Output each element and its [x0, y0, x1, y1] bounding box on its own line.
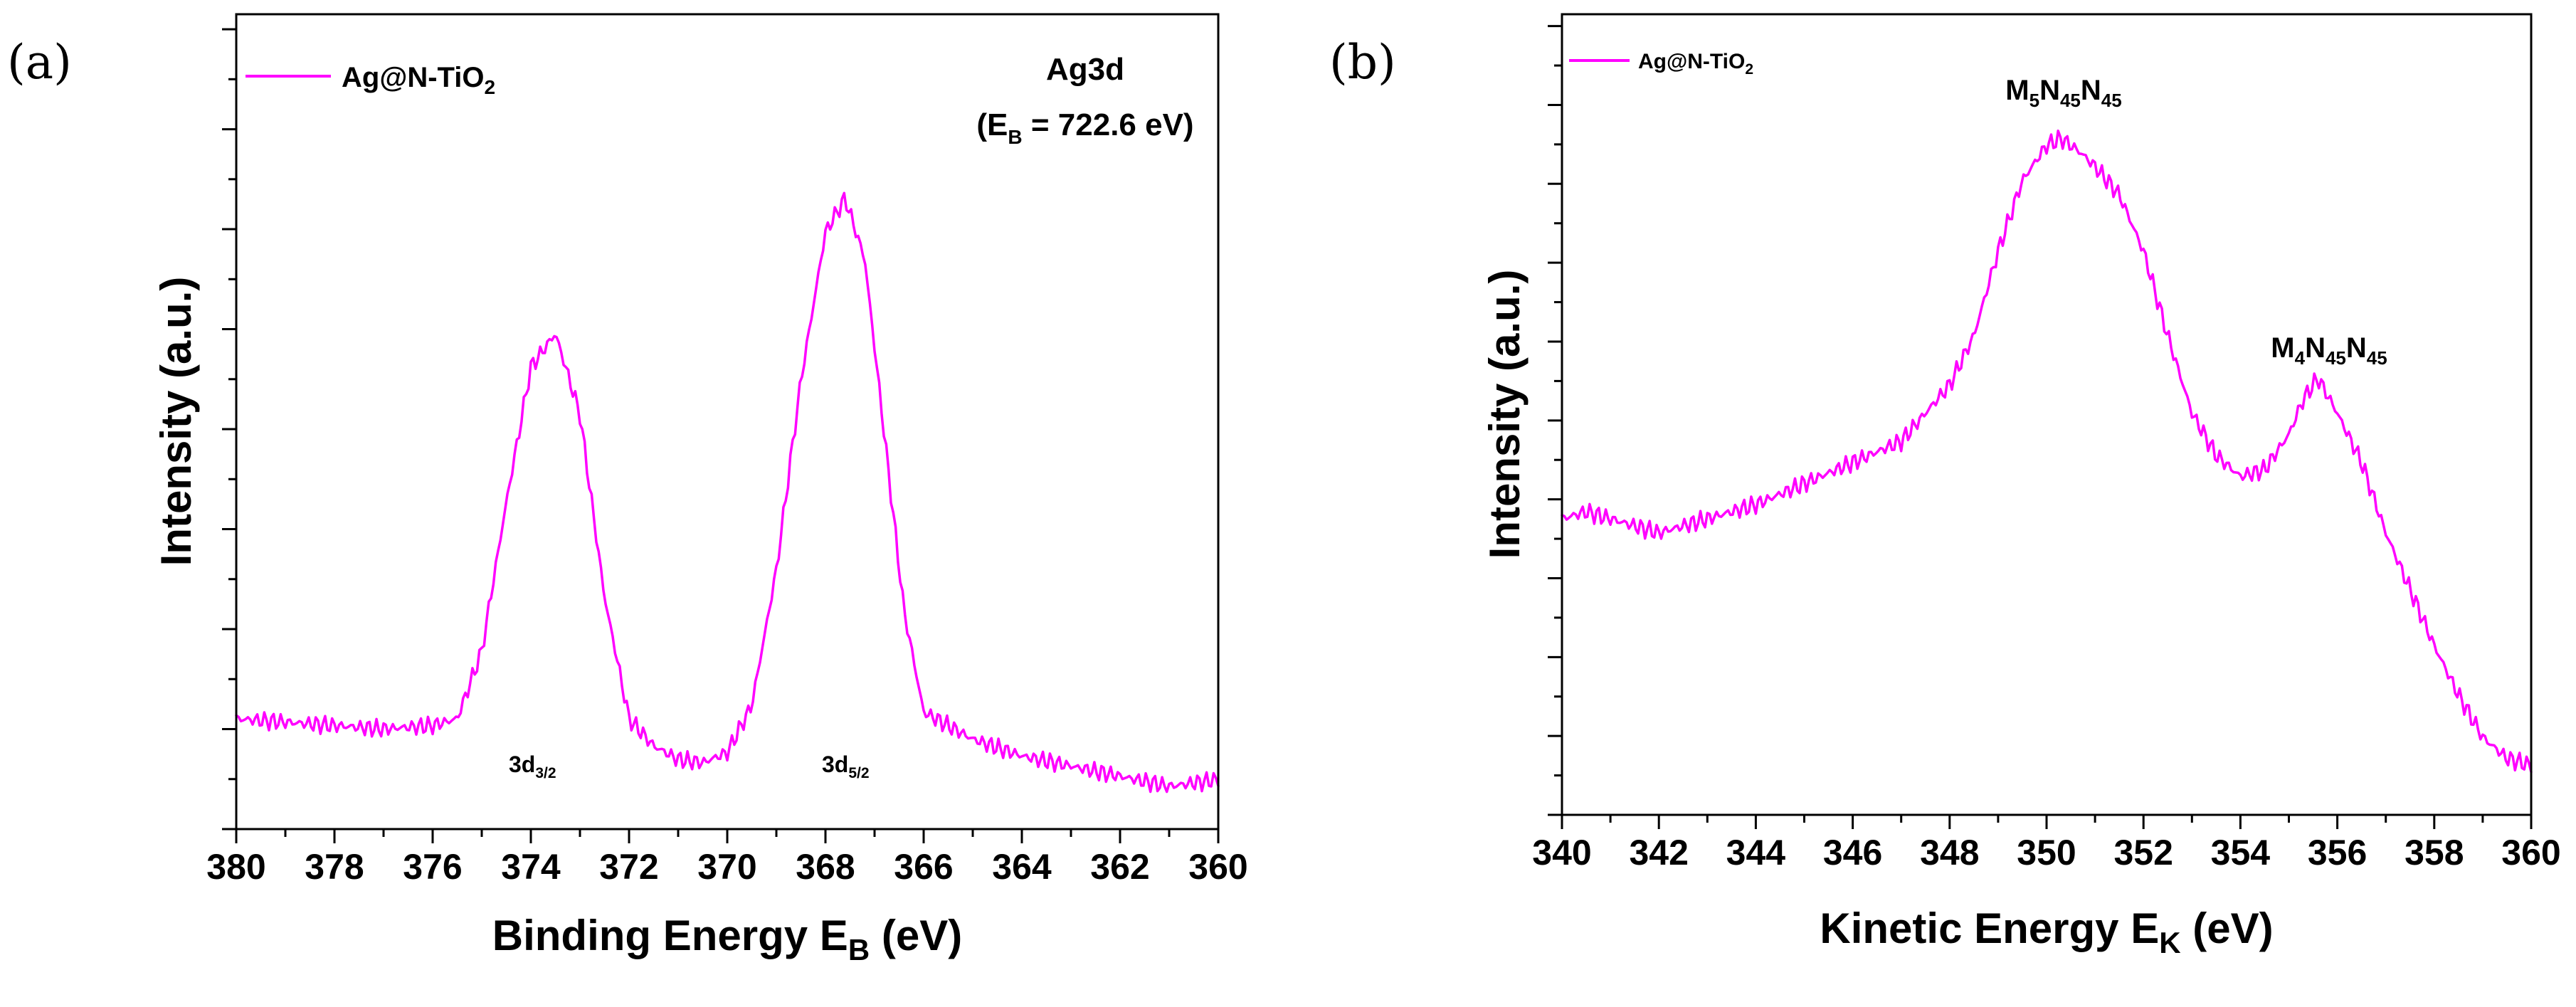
- panel-a-x-tick-label: 360: [1188, 847, 1247, 887]
- panel-a-x-tick-label: 362: [1090, 847, 1149, 887]
- panel-b-label: (b): [1329, 35, 1396, 90]
- panel-b-x-tick-label: 342: [1629, 833, 1688, 872]
- panel-a-plot-frame: [235, 13, 1220, 831]
- panel-a-legend-label: Ag@N-TiO2: [342, 62, 495, 98]
- panel-a-x-axis-title: Binding Energy EB (eV): [492, 912, 962, 966]
- panel-b-plot-frame: [1561, 13, 2533, 816]
- panel-a-x-tick-label: 372: [599, 847, 658, 887]
- panel-b-x-tick-label: 354: [2211, 833, 2271, 872]
- panel-a: (a) 380 378 376 374 372 370 368 366 364 362 360 Ag…: [7, 13, 1248, 966]
- panel-a-x-tick-label: 370: [697, 847, 756, 887]
- panel-b-x-tick-label: 350: [2017, 833, 2076, 872]
- panel-b: (b) 340 342 344 346 348 350 352 354 356 358 360 Ag…: [1329, 13, 2561, 959]
- panel-a-x-tick-label: 366: [894, 847, 953, 887]
- panel-b-y-axis-title: Intensity (a.u.): [1481, 270, 1529, 559]
- panel-a-curve-layer: [235, 191, 1220, 794]
- panel-b-x-axis-title: Kinetic Energy EK (eV): [1820, 905, 2273, 959]
- panel-a-x-tick-label: 368: [796, 847, 855, 887]
- panel-a-ticks: 380 378 376 374 372 370 368 366 364 362 360: [206, 28, 1248, 887]
- panel-a-peak-label-3d52: 3d5/2: [822, 752, 870, 781]
- panel-b-x-tick-label: 360: [2501, 833, 2560, 872]
- panel-b-x-tick-label: 344: [1726, 833, 1786, 872]
- panel-b-x-tick-label: 352: [2113, 833, 2173, 872]
- panel-b-ticks: 340 342 344 346 348 350 352 354 356 358 360: [1532, 25, 2561, 872]
- panel-a-x-tick-label: 380: [206, 847, 265, 887]
- panel-b-x-tick-label: 340: [1532, 833, 1591, 872]
- panel-a-annotation-title: Ag3d: [1046, 52, 1124, 87]
- panel-b-x-tick-label: 346: [1823, 833, 1882, 872]
- panel-b-x-tick-label: 356: [2308, 833, 2367, 872]
- panel-a-annotation-energy: (EB = 722.6 eV): [976, 107, 1193, 148]
- panel-b-legend-label: Ag@N-TiO2: [1638, 50, 1753, 78]
- panel-b-peak-label-m5n45n45: M5N45N45: [2005, 75, 2121, 111]
- panel-a-peak-label-3d32: 3d3/2: [509, 752, 556, 781]
- panel-a-x-tick-label: 376: [403, 847, 462, 887]
- panel-a-series-line: [235, 191, 1220, 794]
- panel-a-x-tick-label: 374: [501, 847, 561, 887]
- panel-b-curve-layer: [1561, 130, 2533, 774]
- panel-b-peak-label-m4n45n45: M4N45N45: [2271, 332, 2387, 369]
- panel-b-series-line: [1561, 130, 2533, 774]
- panel-a-label: (a): [7, 35, 72, 90]
- panel-a-y-axis-title: Intensity (a.u.): [152, 277, 200, 566]
- panel-a-x-tick-label: 378: [305, 847, 364, 887]
- panel-b-x-tick-label: 348: [1920, 833, 1979, 872]
- panel-b-x-tick-label: 358: [2405, 833, 2464, 872]
- panel-a-x-tick-label: 364: [992, 847, 1052, 887]
